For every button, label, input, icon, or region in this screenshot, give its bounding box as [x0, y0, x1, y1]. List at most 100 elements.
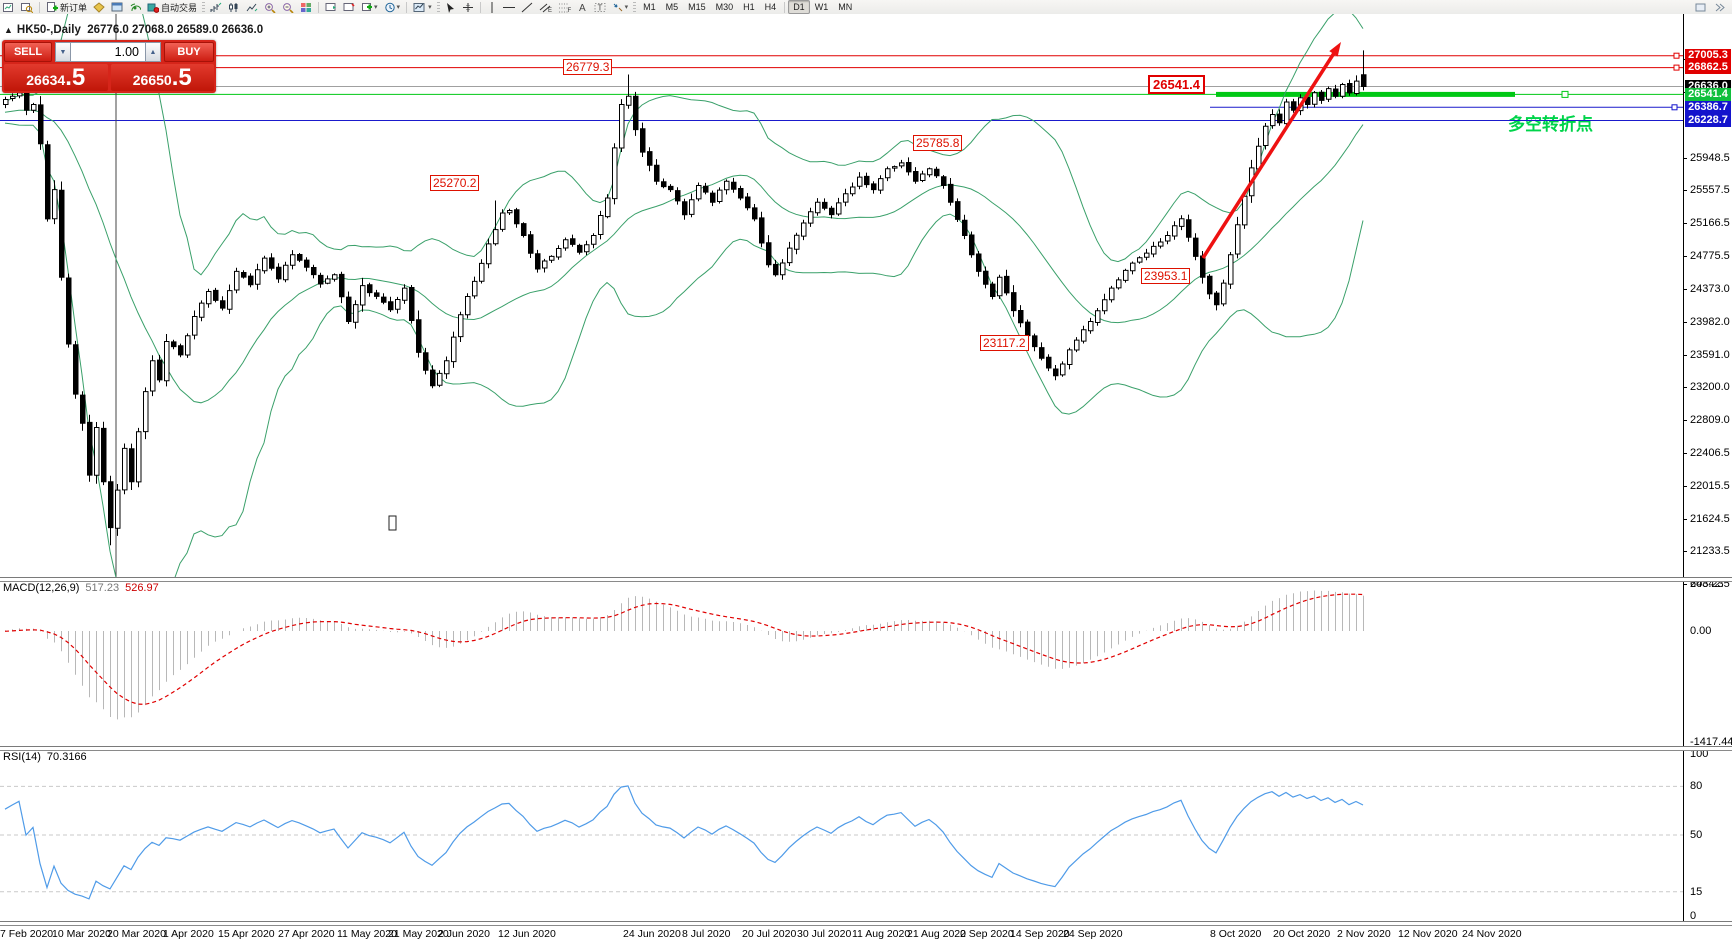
price-callout-label[interactable]: 25785.8: [913, 135, 963, 151]
toolbar-overflow-2-icon[interactable]: [1711, 1, 1727, 13]
price-axis-label[interactable]: 22406.5: [1690, 447, 1730, 459]
price-axis-label[interactable]: 24373.0: [1690, 283, 1730, 295]
fibonacci-tool-icon[interactable]: F: [556, 1, 573, 13]
date-axis-label[interactable]: 7 Feb 2020: [0, 928, 54, 940]
one-click-collapse-icon[interactable]: ▲: [4, 25, 13, 35]
date-axis-label[interactable]: 15 Apr 2020: [218, 928, 275, 940]
date-axis-label[interactable]: 20 Jul 2020: [742, 928, 797, 940]
key-level-label[interactable]: 26541.4: [1148, 75, 1205, 94]
templates-button[interactable]: ▾: [411, 1, 434, 13]
date-axis-label[interactable]: 2 Jun 2020: [438, 928, 490, 940]
date-axis-label[interactable]: 8 Jul 2020: [682, 928, 731, 940]
date-axis-label[interactable]: 14 Sep 2020: [1010, 928, 1070, 940]
timeframe-H1[interactable]: H1: [743, 2, 755, 12]
date-axis-label[interactable]: 24 Sep 2020: [1063, 928, 1123, 940]
timeframe-H4[interactable]: H4: [764, 2, 777, 12]
metaeditor-icon[interactable]: [91, 1, 107, 13]
arrange-charts-icon[interactable]: [323, 1, 339, 13]
price-axis-label[interactable]: 23200.0: [1690, 381, 1730, 393]
trendline-tool-icon[interactable]: [519, 1, 535, 13]
zoom-out-icon[interactable]: [280, 1, 296, 13]
vertical-line-tool-icon[interactable]: [485, 1, 499, 13]
arrange-charts-2-icon[interactable]: [341, 1, 357, 13]
crosshair-tool-icon[interactable]: [460, 1, 476, 13]
new-order-button[interactable]: 新订单: [44, 1, 89, 13]
timeframe-M15[interactable]: M15: [688, 2, 706, 12]
signals-icon[interactable]: [127, 1, 143, 13]
one-click-trading-panel: SELL ▼ 1.00 ▲ BUY 26634.5 26650.5: [2, 40, 216, 93]
chart-profiles-icon[interactable]: [19, 1, 35, 13]
buy-price-display[interactable]: 26650.5: [110, 64, 214, 91]
price-axis-label[interactable]: 21624.5: [1690, 513, 1730, 525]
price-axis-label[interactable]: 23982.0: [1690, 316, 1730, 328]
sell-price-display[interactable]: 26634.5: [4, 64, 108, 91]
timeframe-MN[interactable]: MN: [838, 2, 853, 12]
price-axis-label[interactable]: 25166.5: [1690, 217, 1730, 229]
bar-chart-mode-icon[interactable]: [208, 1, 224, 13]
timeframe-M5[interactable]: M5: [665, 2, 679, 12]
buy-button[interactable]: BUY: [164, 42, 214, 62]
text-tool-icon[interactable]: A: [575, 1, 590, 13]
date-axis-label[interactable]: 12 Jun 2020: [498, 928, 556, 940]
cursor-tool-icon[interactable]: [443, 1, 458, 13]
date-axis-label[interactable]: 8 Oct 2020: [1210, 928, 1262, 940]
add-indicator-button[interactable]: ▾: [359, 1, 380, 13]
date-axis-label[interactable]: 27 Apr 2020: [278, 928, 335, 940]
volume-decrease-button[interactable]: ▼: [55, 42, 71, 62]
autotrading-button[interactable]: 自动交易: [145, 1, 199, 13]
date-axis-label[interactable]: 20 Oct 2020: [1273, 928, 1331, 940]
chart-window[interactable]: 多空转折点 ▲ HK50-,Daily 26776.0 27068.0 26589…: [0, 14, 1732, 942]
date-axis-label[interactable]: 12 Nov 2020: [1398, 928, 1458, 940]
volume-increase-button[interactable]: ▲: [145, 42, 161, 62]
candlestick-mode-icon[interactable]: [226, 1, 242, 13]
tile-windows-icon[interactable]: [298, 1, 314, 13]
macd-axis-bottom: -1417.44: [1690, 736, 1732, 748]
date-axis-label[interactable]: 24 Jun 2020: [623, 928, 681, 940]
date-axis-label[interactable]: 11 May 2020: [337, 928, 397, 940]
periods-button[interactable]: ▾: [382, 1, 403, 13]
date-axis-label[interactable]: 21 May 2020: [388, 928, 449, 940]
timeframe-M30[interactable]: M30: [715, 2, 734, 12]
date-axis-label[interactable]: 1 Apr 2020: [163, 928, 214, 940]
price-callout-label[interactable]: 26779.3: [563, 59, 613, 75]
toolbar-grip: [202, 2, 206, 12]
date-axis-label[interactable]: 20 Mar 2020: [107, 928, 166, 940]
zoom-in-icon[interactable]: [262, 1, 278, 13]
date-axis-label[interactable]: 11 Aug 2020: [852, 928, 911, 940]
price-callout-label[interactable]: 25270.2: [430, 175, 480, 191]
horizontal-line-tool-icon[interactable]: [501, 1, 517, 13]
market-watch-icon[interactable]: [109, 1, 125, 13]
sell-price-main: 26634: [26, 72, 66, 88]
price-axis-label[interactable]: 24775.5: [1690, 250, 1730, 262]
volume-input[interactable]: 1.00: [71, 42, 145, 62]
timeframe-M1[interactable]: M1: [643, 2, 656, 12]
toolbar-overflow-icon[interactable]: [1693, 1, 1709, 13]
price-axis-label[interactable]: 22809.0: [1690, 414, 1730, 426]
price-axis-label[interactable]: 21233.5: [1690, 545, 1730, 557]
line-chart-mode-icon[interactable]: [244, 1, 260, 13]
new-chart-icon[interactable]: [1, 1, 17, 13]
price-axis-label[interactable]: 25557.5: [1690, 184, 1730, 196]
panel-divider[interactable]: [0, 746, 1732, 751]
panel-divider[interactable]: [0, 577, 1732, 582]
date-axis-label[interactable]: 10 Mar 2020: [52, 928, 111, 940]
price-axis-label[interactable]: 22015.5: [1690, 480, 1730, 492]
sell-button[interactable]: SELL: [4, 42, 52, 62]
timeframe-D1[interactable]: D1: [788, 0, 810, 14]
price-axis-label[interactable]: 25948.5: [1690, 152, 1730, 164]
arrows-tool-button[interactable]: ▾: [610, 1, 631, 13]
price-axis-label[interactable]: 23591.0: [1690, 349, 1730, 361]
date-axis-label[interactable]: 2 Nov 2020: [1337, 928, 1391, 940]
label-tool-icon[interactable]: T: [592, 1, 608, 13]
date-axis-label[interactable]: 30 Jul 2020: [797, 928, 852, 940]
panel-divider[interactable]: [0, 921, 1732, 926]
date-axis-label[interactable]: 2 Sep 2020: [960, 928, 1014, 940]
timeframe-W1[interactable]: W1: [814, 2, 829, 12]
date-axis-label[interactable]: 21 Aug 2020: [907, 928, 966, 940]
price-axis-tick: [1683, 190, 1687, 191]
channel-tool-icon[interactable]: E: [537, 1, 554, 13]
price-callout-label[interactable]: 23953.1: [1141, 268, 1191, 284]
date-axis-label[interactable]: 24 Nov 2020: [1462, 928, 1522, 940]
price-callout-label[interactable]: 23117.2: [980, 335, 1029, 351]
